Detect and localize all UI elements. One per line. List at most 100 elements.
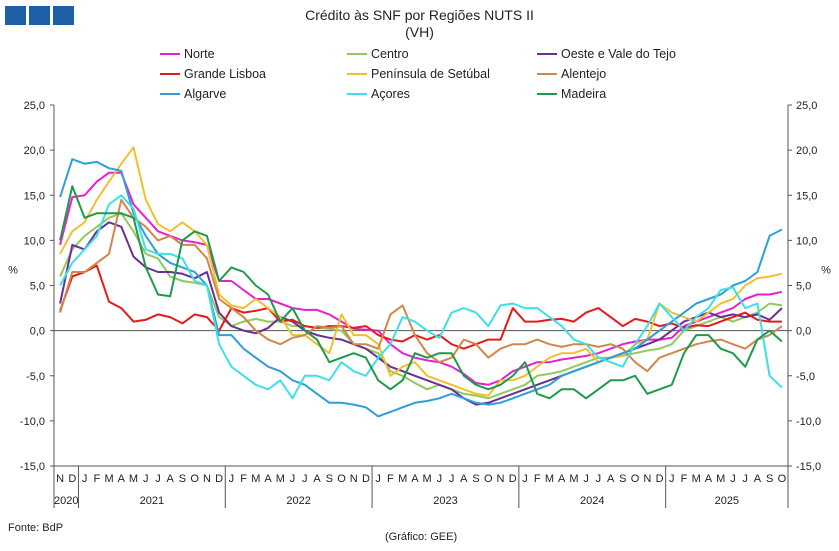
x-tick-month: S (326, 473, 333, 485)
x-tick-month: M (129, 473, 138, 485)
x-tick-month: J (596, 473, 602, 485)
x-tick-month: N (203, 473, 211, 485)
y-tick-label-right: 20,0 (796, 145, 817, 157)
x-tick-month: M (716, 473, 725, 485)
x-tick-month: J (143, 473, 149, 485)
x-tick-month: S (619, 473, 626, 485)
y-tick-label-right: 25,0 (796, 100, 817, 112)
x-tick-month: M (276, 473, 285, 485)
x-tick-month: J (583, 473, 589, 485)
x-tick-month: N (643, 473, 651, 485)
legend-item: Norte (160, 47, 215, 61)
legend-item: Grande Lisboa (160, 67, 266, 81)
legend-label: Açores (371, 87, 410, 101)
legend-label: Algarve (184, 87, 227, 101)
y-axis-unit-right: % (821, 264, 831, 276)
legend-item: Centro (347, 47, 409, 61)
x-tick-year: 2025 (715, 495, 739, 507)
x-tick-year: 2021 (140, 495, 164, 507)
x-tick-month: A (313, 473, 321, 485)
x-tick-month: A (167, 473, 175, 485)
legend-swatch (537, 73, 557, 75)
x-tick-month: J (82, 473, 88, 485)
x-tick-month: S (179, 473, 186, 485)
y-axis-unit-left: % (8, 264, 18, 276)
x-tick-month: M (251, 473, 260, 485)
x-tick-month: A (118, 473, 126, 485)
y-tick-label-left: 5,0 (30, 281, 45, 293)
x-tick-month: J (375, 473, 381, 485)
legend-swatch (537, 93, 557, 95)
y-tick-label-right: 10,0 (796, 235, 817, 247)
x-tick-month: D (509, 473, 517, 485)
legend-label: Oeste e Vale do Tejo (561, 47, 676, 61)
series-line-oeste-e-vale-do-tejo (59, 221, 783, 406)
y-tick-label-left: -5,0 (26, 371, 45, 383)
x-tick-month: M (545, 473, 554, 485)
x-tick-month: O (484, 473, 493, 485)
x-tick-month: F (681, 473, 688, 485)
y-tick-label-right: -10,0 (796, 416, 821, 428)
y-tick-label-left: 15,0 (24, 190, 45, 202)
logo (5, 6, 74, 25)
legend-label: Península de Setúbal (371, 67, 490, 81)
y-tick-label-right: 5,0 (796, 281, 811, 293)
x-tick-month: D (215, 473, 223, 485)
y-tick-label-left: 10,0 (24, 235, 45, 247)
y-tick-label-right: -5,0 (796, 371, 815, 383)
x-tick-year: 2023 (433, 495, 457, 507)
x-tick-month: N (56, 473, 64, 485)
x-tick-month: M (104, 473, 113, 485)
series-line-grande-lisboa (59, 264, 782, 350)
x-tick-month: J (290, 473, 296, 485)
legend-label: Norte (184, 47, 215, 61)
legend-label: Alentejo (561, 67, 607, 81)
series-line-alentejo (59, 198, 783, 373)
y-tick-label-right: 15,0 (796, 190, 817, 202)
x-tick-month: J (730, 473, 736, 485)
x-tick-month: D (656, 473, 664, 485)
x-tick-month: S (766, 473, 773, 485)
legend-item: Alentejo (537, 67, 606, 81)
series-line-centro (59, 212, 783, 400)
x-tick-month: M (423, 473, 432, 485)
y-tick-label-left: -10,0 (20, 416, 45, 428)
x-tick-month: O (337, 473, 346, 485)
x-tick-month: J (522, 473, 528, 485)
x-tick-month: M (398, 473, 407, 485)
chart-subtitle: (VH) (405, 24, 434, 40)
x-tick-month: J (437, 473, 443, 485)
y-tick-label-left: 20,0 (24, 145, 45, 157)
x-tick-month: O (190, 473, 199, 485)
legend-label: Madeira (561, 87, 607, 101)
credit-note: (Gráfico: GEE) (385, 531, 458, 543)
x-tick-month: N (350, 473, 358, 485)
x-tick-month: A (411, 473, 419, 485)
x-tick-month: J (669, 473, 675, 485)
x-tick-year: 2022 (286, 495, 310, 507)
x-tick-month: D (362, 473, 370, 485)
x-tick-month: J (229, 473, 235, 485)
series-line-algarve (59, 158, 783, 418)
legend-item: Algarve (160, 87, 226, 101)
y-tick-label-left: 0,0 (30, 326, 45, 338)
legend-swatch (537, 53, 557, 55)
x-tick-month: J (449, 473, 455, 485)
legend-swatch (160, 73, 180, 75)
x-tick-month: A (705, 473, 713, 485)
x-tick-month: A (607, 473, 615, 485)
x-tick-month: D (68, 473, 76, 485)
legend-label: Centro (371, 47, 409, 61)
legend-item: Açores (347, 87, 410, 101)
x-tick-month: N (497, 473, 505, 485)
x-tick-month: S (472, 473, 479, 485)
y-tick-label-right: 0,0 (796, 326, 811, 338)
x-tick-month: F (240, 473, 247, 485)
y-tick-label-left: 25,0 (24, 100, 45, 112)
x-tick-month: F (534, 473, 541, 485)
x-tick-month: A (264, 473, 272, 485)
legend: Norte Centro Oeste e Vale do Tejo Grande Li… (0, 0, 839, 110)
legend-item: Oeste e Vale do Tejo (537, 47, 676, 61)
x-tick-month: F (387, 473, 394, 485)
legend-item: Península de Setúbal (347, 67, 490, 81)
